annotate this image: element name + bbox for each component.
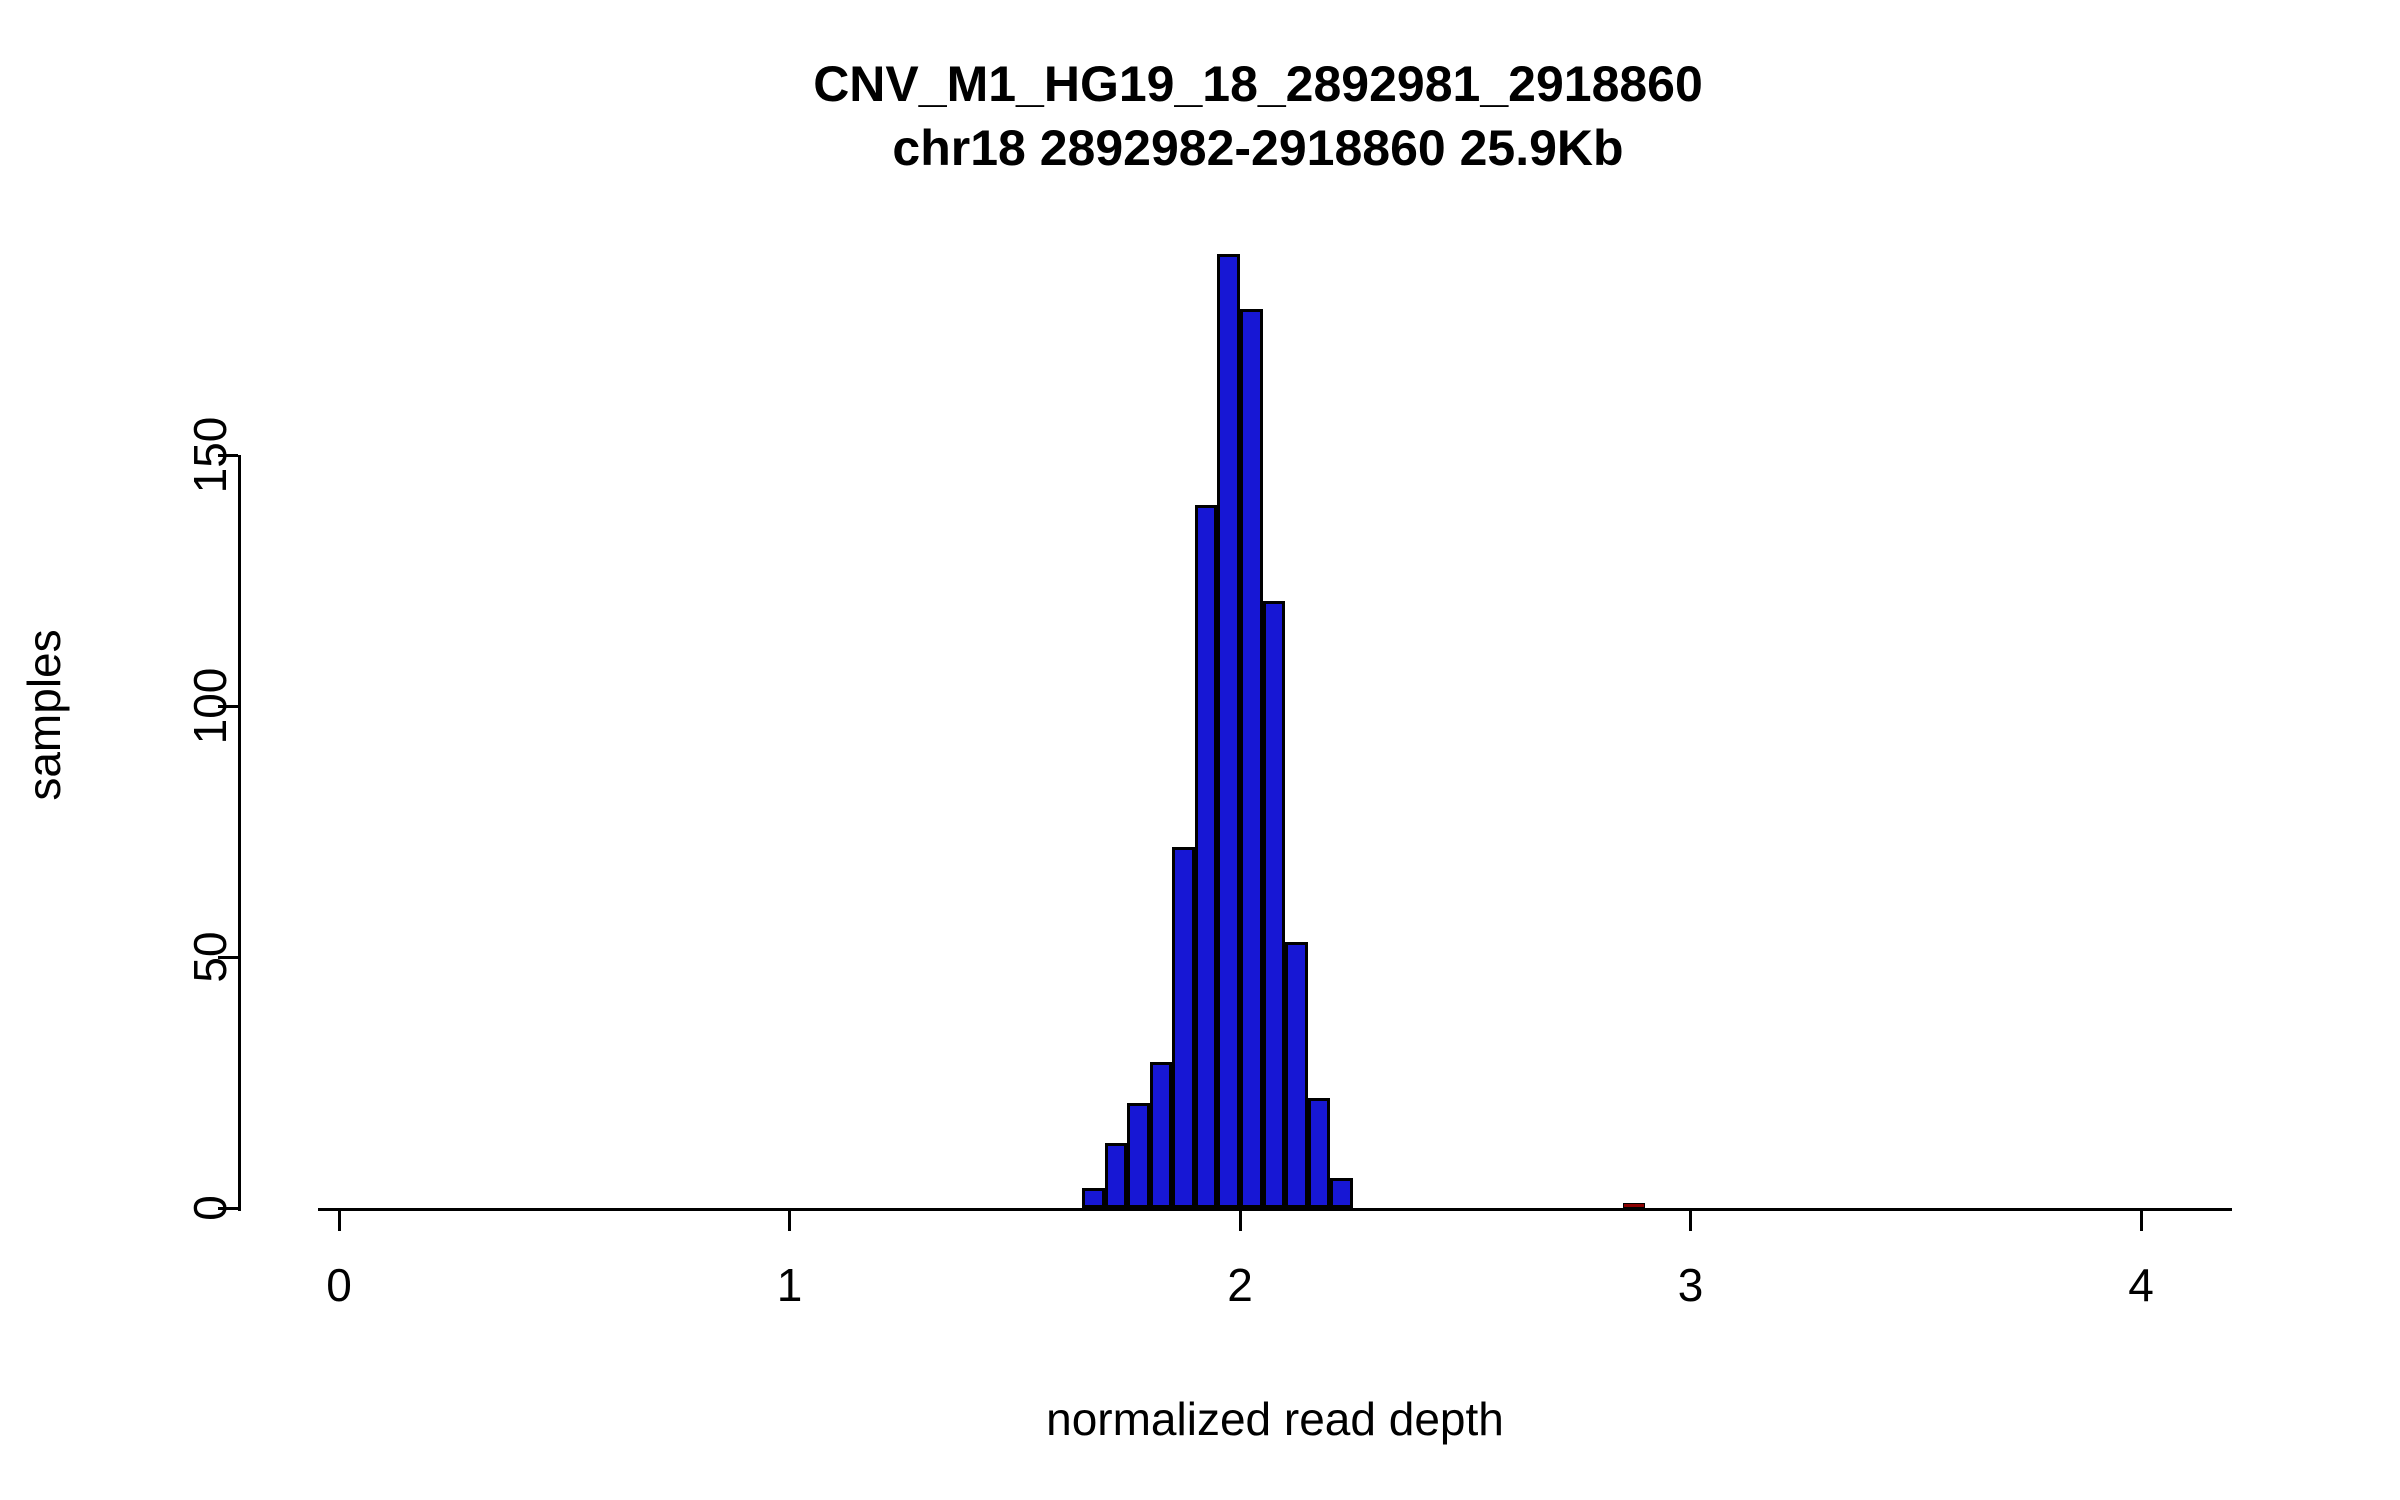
histogram-bar bbox=[1307, 1097, 1331, 1208]
y-axis-label: samples bbox=[18, 629, 70, 801]
plot-title-line1: CNV_M1_HG19_18_2892981_2918860 bbox=[813, 56, 1703, 112]
histogram-bar bbox=[1104, 1142, 1128, 1208]
histogram-bar bbox=[1194, 505, 1218, 1208]
histogram-bar bbox=[1082, 1187, 1105, 1208]
x-tick-label: 2 bbox=[1227, 1259, 1253, 1311]
x-axis-tick bbox=[337, 1208, 341, 1231]
plot-title-line2: chr18 2892982-2918860 25.9Kb bbox=[892, 120, 1624, 176]
x-axis-label: normalized read depth bbox=[1046, 1393, 1504, 1445]
x-axis-line bbox=[318, 1208, 2232, 1211]
histogram-bar bbox=[1262, 600, 1286, 1208]
x-tick-label: 4 bbox=[2128, 1259, 2154, 1311]
x-axis-tick bbox=[2139, 1208, 2143, 1231]
x-tick-label: 0 bbox=[326, 1259, 352, 1311]
plot-title: CNV_M1_HG19_18_2892981_2918860 chr18 289… bbox=[813, 52, 1703, 180]
x-axis-tick bbox=[788, 1208, 791, 1231]
histogram-bar bbox=[1330, 1177, 1353, 1208]
y-axis-tick bbox=[218, 1206, 238, 1210]
x-tick-label: 1 bbox=[776, 1259, 803, 1311]
histogram-bar bbox=[1285, 941, 1308, 1208]
histogram-bar bbox=[1622, 1202, 1646, 1208]
y-axis-tick bbox=[218, 453, 238, 457]
histogram-bar bbox=[1217, 254, 1240, 1208]
y-axis-tick bbox=[218, 955, 238, 959]
x-axis-tick bbox=[1689, 1208, 1692, 1231]
histogram-bar bbox=[1240, 309, 1263, 1208]
y-tick-label: 50 bbox=[184, 931, 236, 983]
y-tick-label: 100 bbox=[184, 667, 236, 745]
y-tick-label: 0 bbox=[184, 1195, 236, 1221]
histogram-bar bbox=[1127, 1102, 1150, 1208]
histogram-bar bbox=[1172, 846, 1195, 1208]
y-axis-line bbox=[238, 455, 241, 1211]
x-axis-tick bbox=[1238, 1208, 1242, 1231]
y-tick-label: 150 bbox=[184, 416, 236, 494]
histogram-bar bbox=[1149, 1062, 1173, 1208]
y-axis-tick bbox=[218, 704, 238, 708]
x-tick-label: 3 bbox=[1677, 1259, 1704, 1311]
